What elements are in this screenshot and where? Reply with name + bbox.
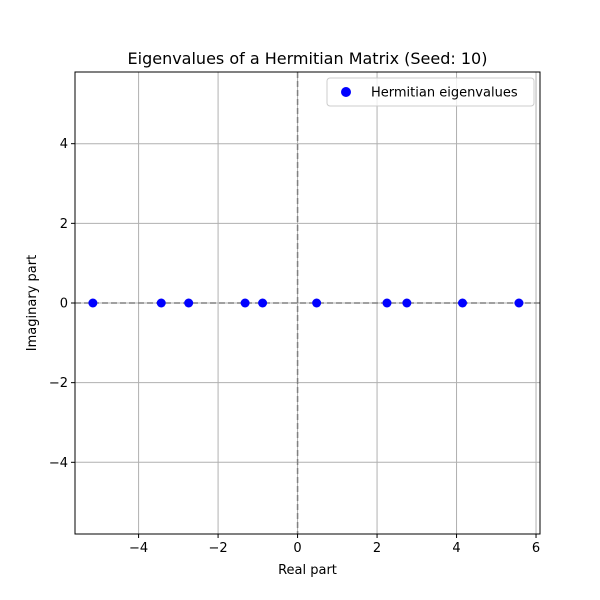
- y-tick-label: 2: [60, 217, 68, 232]
- y-axis-label: Imaginary part: [25, 255, 40, 351]
- y-tick-label: −2: [49, 376, 68, 391]
- chart-title: Eigenvalues of a Hermitian Matrix (Seed:…: [128, 49, 488, 68]
- y-tick-label: 4: [60, 137, 68, 152]
- x-axis-label: Real part: [278, 563, 337, 578]
- y-axis-ticks: −4 −2 0 2 4: [49, 137, 75, 471]
- data-points: [88, 298, 524, 308]
- x-tick-label: 2: [373, 541, 381, 556]
- x-tick-label: −2: [208, 541, 227, 556]
- eigenvalue-point: [312, 298, 322, 308]
- eigenvalue-point: [458, 298, 467, 308]
- legend-box: [326, 77, 535, 107]
- eigenvalue-point: [156, 298, 166, 308]
- eigenvalue-point: [88, 298, 98, 308]
- x-tick-label: 6: [532, 541, 540, 556]
- x-tick-label: 0: [293, 541, 301, 556]
- eigenvalue-point: [240, 298, 250, 308]
- x-tick-label: 4: [452, 541, 460, 556]
- eigenvalue-point: [382, 298, 392, 308]
- eigenvalue-point: [184, 298, 194, 308]
- eigenvalue-point: [514, 298, 524, 308]
- y-tick-label: −4: [49, 456, 68, 471]
- eigenvalue-point: [402, 298, 412, 308]
- x-tick-label: −4: [129, 541, 148, 556]
- legend-marker: [341, 87, 351, 97]
- eigenvalue-point: [258, 298, 268, 308]
- legend-label: Hermitian eigenvalues: [371, 86, 518, 101]
- x-axis-ticks: −4 −2 0 2 4 6: [129, 534, 540, 556]
- y-tick-label: 0: [60, 297, 68, 312]
- legend: Hermitian eigenvalues: [326, 77, 535, 107]
